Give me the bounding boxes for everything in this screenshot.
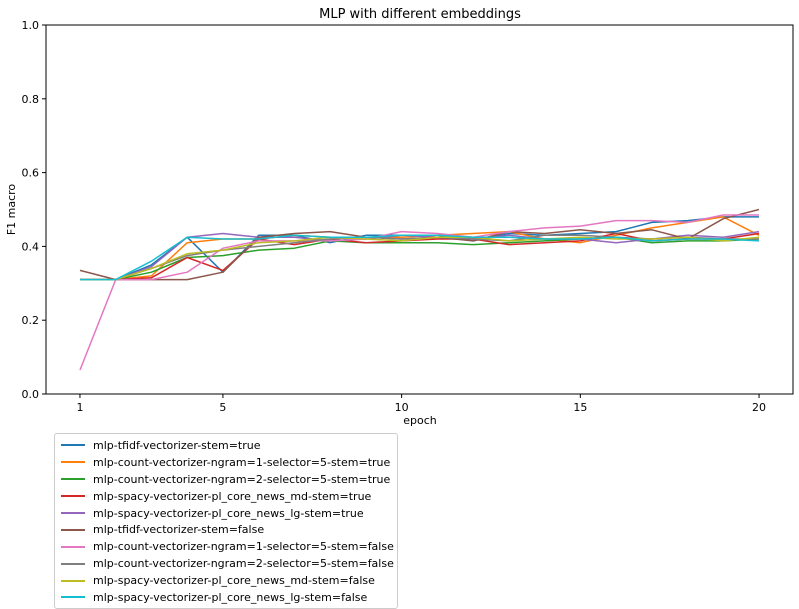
y-tick-label: 0.0 [22,388,40,401]
legend-item: mlp-count-vectorizer-ngram=1-selector=5-… [61,454,391,471]
legend-swatch [61,461,85,464]
legend-item: mlp-spacy-vectorizer-pl_core_news_lg-ste… [61,505,391,522]
series-line-2 [80,216,760,281]
legend-label: mlp-spacy-vectorizer-pl_core_news_lg-ste… [93,590,368,604]
legend-item: mlp-tfidf-vectorizer-stem=true [61,437,391,454]
legend-swatch [61,596,85,599]
x-tick-label: 10 [395,401,409,414]
plot-area-frame [45,24,794,395]
legend-swatch [61,444,85,447]
legend: mlp-tfidf-vectorizer-stem=true mlp-count-… [54,433,398,609]
legend-label: mlp-count-vectorizer-ngram=2-selector=5-… [93,557,394,571]
legend-item: mlp-count-vectorizer-ngram=1-selector=5-… [61,538,394,555]
legend-item: mlp-count-vectorizer-ngram=2-selector=5-… [61,471,391,488]
legend-swatch [61,478,85,481]
series-line-7 [79,214,759,371]
y-tick-label: 0.2 [22,314,40,327]
y-tick-label: 0.8 [22,93,40,106]
y-tick-label: 0.6 [22,167,40,180]
legend-swatch [61,512,85,514]
legend-item: mlp-spacy-vectorizer-pl_core_news_md-ste… [61,488,391,505]
y-axis-ticks: 0.0 0.2 0.4 0.6 0.8 1.0 [22,19,46,401]
legend-swatch [61,562,85,565]
x-tick-label: 15 [573,401,587,414]
legend-label: mlp-count-vectorizer-ngram=1-selector=5-… [93,540,394,554]
legend-label: mlp-spacy-vectorizer-pl_core_news_lg-ste… [93,506,364,520]
legend-item: mlp-spacy-vectorizer-pl_core_news_lg-ste… [61,589,391,606]
x-axis-label: epoch [403,414,437,427]
series-line-9 [80,236,760,281]
legend-item: mlp-spacy-vectorizer-pl_core_news_md-ste… [61,572,391,589]
legend-label: mlp-count-vectorizer-ngram=2-selector=5-… [93,472,391,486]
legend-item: mlp-count-vectorizer-ngram=2-selector=5-… [61,555,394,572]
legend-swatch [61,495,85,498]
x-tick-label: 20 [752,401,766,414]
series-line-10 [80,234,760,281]
legend-label: mlp-count-vectorizer-ngram=1-selector=5-… [93,455,391,469]
legend-item: mlp-tfidf-vectorizer-stem=false [61,521,391,538]
legend-swatch [61,579,85,582]
legend-label: mlp-spacy-vectorizer-pl_core_news_md-ste… [93,489,372,503]
x-axis-ticks: 1 5 10 15 20 [76,394,766,414]
y-axis-label: F1 macro [5,184,18,236]
series-line-3 [80,236,760,281]
legend-label: mlp-tfidf-vectorizer-stem=false [93,523,265,537]
legend-swatch [61,545,85,548]
legend-swatch [61,528,85,531]
x-tick-label: 5 [219,401,226,414]
series-lines [79,208,760,371]
legend-label: mlp-tfidf-vectorizer-stem=true [93,438,261,452]
chart-title: MLP with different embeddings [319,7,521,22]
y-tick-label: 0.4 [22,240,40,253]
x-tick-label: 1 [76,401,83,414]
y-tick-label: 1.0 [22,19,40,32]
legend-label: mlp-spacy-vectorizer-pl_core_news_md-ste… [93,574,375,588]
series-line-6 [79,208,760,281]
